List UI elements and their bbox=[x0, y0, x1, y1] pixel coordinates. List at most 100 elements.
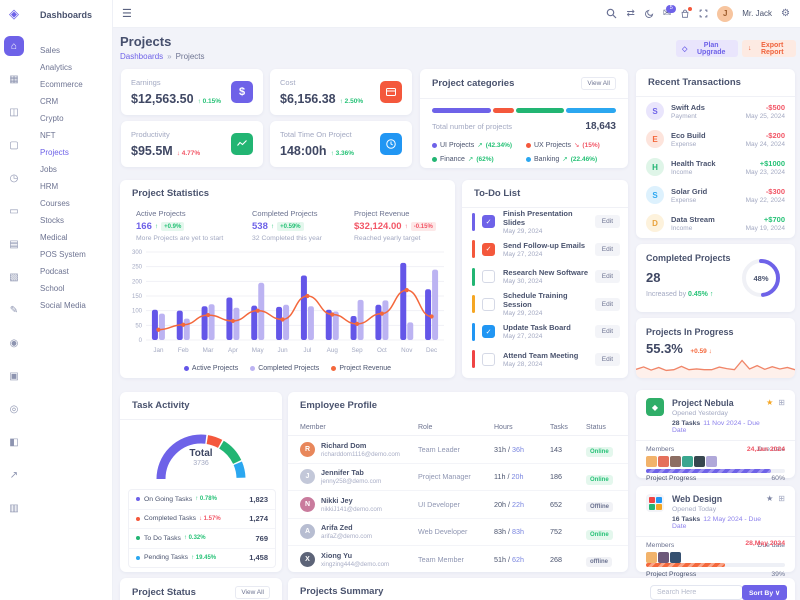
table-row[interactable]: X Xiong Yu xingzing444@demo.com Team Memb… bbox=[288, 545, 628, 573]
sidebar-item-ecommerce[interactable]: Ecommerce bbox=[40, 80, 83, 89]
archive-icon[interactable]: ▥ bbox=[9, 502, 19, 514]
wallet-icon[interactable]: ◧ bbox=[9, 436, 19, 448]
sidebar-item-courses[interactable]: Courses bbox=[40, 199, 70, 208]
user-name[interactable]: Mr. Jack bbox=[742, 9, 773, 18]
ideas-icon[interactable]: ◉ bbox=[9, 337, 19, 349]
project-status-card: Project Status View All bbox=[120, 578, 282, 600]
sidebar-item-projects[interactable]: Projects bbox=[40, 148, 69, 157]
table-row[interactable]: R Richard Dom richarddom1116@demo.com Tea… bbox=[288, 436, 628, 463]
edit-button[interactable]: Edit bbox=[594, 215, 620, 229]
transaction-row[interactable]: E Eco Build Expense -$200 May 24, 2024 bbox=[636, 125, 795, 153]
table-row[interactable]: J Jennifer Tab jenny258@demo.com Project … bbox=[288, 462, 628, 491]
todo-checkbox[interactable]: ✓ bbox=[482, 215, 495, 229]
mail-icon[interactable]: ✉ 5 bbox=[663, 4, 677, 19]
export-report-button[interactable]: ↓ Export Report bbox=[742, 40, 796, 57]
sidebar-item-social-media[interactable]: Social Media bbox=[40, 301, 86, 310]
due-date-value: 24,Jan 2024 bbox=[746, 446, 785, 453]
transaction-row[interactable]: H Health Track Income +$1000 May 23, 2024 bbox=[636, 153, 795, 181]
series-dot bbox=[136, 536, 140, 541]
gauge-total-value: 3736 bbox=[193, 460, 209, 467]
sidebar-item-jobs[interactable]: Jobs bbox=[40, 165, 57, 174]
svg-text:150: 150 bbox=[132, 294, 143, 300]
sidebar-item-medical[interactable]: Medical bbox=[40, 233, 68, 242]
todo-checkbox[interactable]: ✓ bbox=[482, 270, 495, 284]
legend-label: Completed Projects bbox=[258, 365, 320, 372]
todo-checkbox[interactable]: ✓ bbox=[482, 325, 495, 339]
breadcrumb-dashboards[interactable]: Dashboards bbox=[120, 52, 164, 61]
menu-toggle-icon[interactable]: ☰ bbox=[122, 8, 132, 20]
sort-by-button[interactable]: Sort By ∨ bbox=[741, 585, 787, 600]
tx-category: Expense bbox=[671, 196, 697, 204]
sidebar-item-sales[interactable]: Sales bbox=[40, 46, 61, 55]
project-opened: Opened Today bbox=[672, 506, 717, 513]
sidebar-item-crm[interactable]: CRM bbox=[40, 97, 59, 106]
translate-icon[interactable]: ⇄ bbox=[626, 7, 635, 19]
edit-button[interactable]: Edit bbox=[594, 352, 620, 366]
grid-menu-icon[interactable]: ⊞ bbox=[778, 398, 785, 407]
todo-checkbox[interactable]: ✓ bbox=[482, 242, 495, 256]
clock-icon[interactable]: ◷ bbox=[9, 172, 19, 184]
fullscreen-icon[interactable] bbox=[699, 9, 708, 18]
edit-button[interactable]: Edit bbox=[594, 270, 620, 284]
transaction-row[interactable]: S Solar Grid Expense -$300 May 22, 2024 bbox=[636, 181, 795, 209]
completed-note: Increased by bbox=[646, 291, 687, 298]
series-label: To Do Tasks bbox=[144, 534, 181, 542]
tx-name: Solar Grid bbox=[671, 186, 708, 196]
search-icon[interactable] bbox=[606, 8, 617, 19]
shopping-bag-icon[interactable] bbox=[680, 6, 693, 19]
legend-ux-projects: UX Projects ↘ (15%) bbox=[526, 141, 616, 149]
todo-checkbox[interactable]: ✓ bbox=[482, 297, 495, 311]
dollar-icon: $ bbox=[231, 81, 253, 103]
brand-logo-icon[interactable]: ◈ bbox=[9, 6, 19, 21]
editor-icon[interactable]: ✎ bbox=[9, 304, 19, 316]
todo-checkbox[interactable]: ✓ bbox=[482, 352, 495, 366]
payments-icon[interactable]: ▭ bbox=[9, 205, 19, 217]
gifts-icon[interactable]: ▣ bbox=[9, 370, 19, 382]
transaction-row[interactable]: D Data Stream Income +$700 May 19, 2024 bbox=[636, 209, 795, 237]
compass-icon[interactable]: ◎ bbox=[9, 403, 19, 415]
view-all-button[interactable]: View All bbox=[235, 586, 270, 599]
series-value: 769 bbox=[255, 533, 268, 543]
dashboard-grid-icon[interactable]: ▦ bbox=[9, 73, 19, 85]
tx-name: Eco Build bbox=[671, 130, 706, 140]
sidebar-item-school[interactable]: School bbox=[40, 284, 65, 293]
edit-button[interactable]: Edit bbox=[594, 325, 620, 339]
sidebar-item-analytics[interactable]: Analytics bbox=[40, 63, 73, 72]
table-row[interactable]: A Arifa Zed arifaZ@demo.com Web Developer… bbox=[288, 517, 628, 546]
breadcrumb: Dashboards » Projects bbox=[120, 52, 205, 61]
grid-menu-icon[interactable]: ⊞ bbox=[778, 494, 785, 503]
sidebar-item-pos-system[interactable]: POS System bbox=[40, 250, 86, 259]
analytics-chart-icon[interactable]: ↗ bbox=[9, 469, 19, 481]
todo-item: ✓ Send Follow-up Emails May 27, 2024 Edit bbox=[462, 236, 628, 264]
star-icon[interactable]: ★ bbox=[766, 494, 774, 503]
sidebar-item-nft[interactable]: NFT bbox=[40, 131, 56, 140]
hours-done: 20h / bbox=[494, 499, 510, 509]
legend-label: Banking bbox=[534, 155, 560, 163]
dark-mode-moon-icon[interactable] bbox=[644, 9, 654, 19]
star-icon[interactable]: ★ bbox=[766, 398, 774, 407]
arrow-up-icon: ↑ bbox=[154, 223, 159, 230]
plan-upgrade-button[interactable]: ◇ Plan Upgrade bbox=[676, 40, 738, 57]
in-progress-delta: +0.59 ↓ bbox=[690, 348, 712, 355]
sidebar-item-crypto[interactable]: Crypto bbox=[40, 114, 64, 123]
user-avatar[interactable]: J bbox=[717, 5, 734, 22]
sidebar-item-podcast[interactable]: Podcast bbox=[40, 267, 69, 276]
edit-button[interactable]: Edit bbox=[594, 297, 620, 311]
orders-icon[interactable]: ▢ bbox=[9, 139, 19, 151]
home-icon[interactable]: ⌂ bbox=[4, 36, 24, 56]
employee-email: nikkiJ141@demo.com bbox=[321, 505, 382, 513]
sidebar-item-stocks[interactable]: Stocks bbox=[40, 216, 65, 225]
sidebar-item-hrm[interactable]: HRM bbox=[40, 182, 59, 191]
courses-icon[interactable]: ▤ bbox=[9, 238, 19, 250]
widgets-icon[interactable]: ◫ bbox=[9, 106, 19, 118]
edit-button[interactable]: Edit bbox=[594, 242, 620, 256]
store-icon[interactable]: ▧ bbox=[9, 271, 19, 283]
sidebar: Dashboards Sales Analytics Ecommerce CRM… bbox=[28, 0, 113, 600]
view-all-button[interactable]: View All bbox=[581, 77, 616, 90]
settings-gear-icon[interactable]: ⚙ bbox=[781, 7, 790, 19]
tx-name: Health Track bbox=[671, 158, 716, 168]
col-tasks: Tasks bbox=[550, 423, 568, 431]
transaction-row[interactable]: S Swift Ads Payment -$500 May 25, 2024 bbox=[636, 97, 795, 125]
table-row[interactable]: N Nikki Jey nikkiJ141@demo.com UI Develop… bbox=[288, 490, 628, 518]
search-input[interactable] bbox=[650, 585, 743, 600]
